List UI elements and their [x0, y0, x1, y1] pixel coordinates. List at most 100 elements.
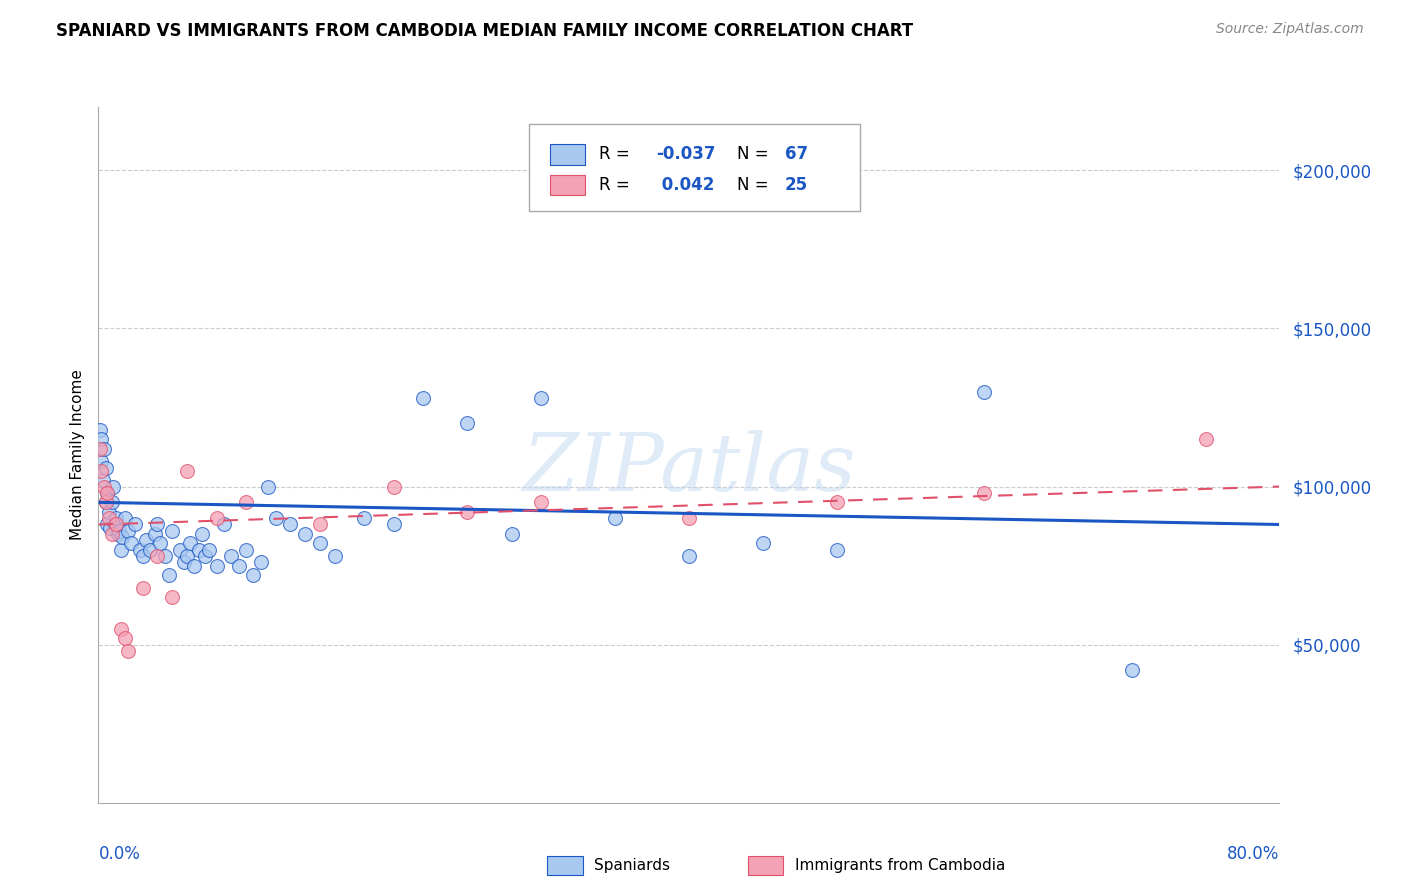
Point [825, 495, 848, 509]
Point [103, 479, 125, 493]
Point [153, 549, 176, 563]
Point [242, 568, 264, 582]
Bar [547, 855, 582, 875]
Point [353, 511, 375, 525]
Point [100, 527, 122, 541]
Text: 0.0%: 0.0% [98, 845, 141, 863]
Point [97, 511, 120, 525]
Text: ZIPatlas: ZIPatlas [522, 430, 856, 508]
Point [104, 517, 127, 532]
Point [605, 511, 627, 525]
Point [678, 549, 700, 563]
Point [257, 479, 280, 493]
Point [98, 521, 121, 535]
Point [456, 505, 478, 519]
Point [309, 536, 332, 550]
Point [107, 527, 129, 541]
Point [194, 549, 217, 563]
Point [94, 495, 117, 509]
Point [146, 549, 169, 563]
Point [149, 536, 172, 550]
Point [100, 495, 122, 509]
Text: 67: 67 [785, 145, 807, 163]
Point [191, 527, 214, 541]
Point [94, 495, 117, 509]
Point [264, 511, 287, 525]
Point [110, 622, 132, 636]
Point [120, 536, 142, 550]
Point [235, 495, 257, 509]
Point [93, 479, 115, 493]
Point [169, 542, 191, 557]
Point [382, 479, 405, 493]
Point [114, 511, 136, 525]
Point [187, 542, 209, 557]
Point [105, 517, 128, 532]
Point [132, 549, 155, 563]
Point [678, 511, 700, 525]
Point [294, 527, 316, 541]
Point [97, 505, 120, 519]
Point [205, 511, 228, 525]
Point [124, 517, 146, 532]
Point [219, 549, 242, 563]
Point [235, 542, 257, 557]
Point [501, 527, 523, 541]
Point [212, 517, 235, 532]
Point [162, 591, 183, 605]
Point [117, 524, 139, 538]
Text: SPANIARD VS IMMIGRANTS FROM CAMBODIA MEDIAN FAMILY INCOME CORRELATION CHART: SPANIARD VS IMMIGRANTS FROM CAMBODIA MED… [56, 22, 914, 40]
Point [157, 568, 180, 582]
Text: N =: N = [737, 145, 775, 163]
Text: R =: R = [599, 176, 636, 194]
Point [530, 391, 553, 405]
Text: 25: 25 [785, 176, 807, 194]
Point [90, 432, 112, 446]
Text: Spaniards: Spaniards [595, 858, 671, 873]
Text: 0.042: 0.042 [655, 176, 714, 194]
Point [139, 542, 162, 557]
Point [105, 511, 128, 525]
Point [179, 536, 201, 550]
Point [1195, 432, 1218, 446]
Point [250, 556, 273, 570]
Bar [748, 855, 783, 875]
Point [94, 460, 117, 475]
Point [111, 530, 134, 544]
Point [456, 417, 478, 431]
Point [135, 533, 157, 548]
Point [146, 517, 169, 532]
Point [412, 391, 434, 405]
Point [751, 536, 773, 550]
Point [108, 524, 131, 538]
Point [143, 527, 166, 541]
Point [228, 558, 250, 573]
Point [93, 442, 115, 456]
Text: 80.0%: 80.0% [1227, 845, 1279, 863]
Point [117, 644, 139, 658]
Point [309, 517, 332, 532]
Point [162, 524, 183, 538]
Text: Source: ZipAtlas.com: Source: ZipAtlas.com [1216, 22, 1364, 37]
Point [173, 556, 195, 570]
Text: Immigrants from Cambodia: Immigrants from Cambodia [796, 858, 1005, 873]
Text: R =: R = [599, 145, 636, 163]
Text: N =: N = [737, 176, 775, 194]
Text: -0.037: -0.037 [655, 145, 716, 163]
Bar [550, 144, 585, 165]
Point [96, 486, 118, 500]
Bar [550, 175, 585, 195]
Point [176, 549, 198, 563]
Point [90, 454, 112, 468]
Point [183, 558, 205, 573]
Point [90, 464, 112, 478]
Point [132, 581, 155, 595]
Point [278, 517, 302, 532]
Point [323, 549, 346, 563]
Point [91, 473, 114, 487]
FancyBboxPatch shape [530, 124, 860, 211]
Y-axis label: Median Family Income: Median Family Income [69, 369, 84, 541]
Point [110, 542, 132, 557]
Point [382, 517, 405, 532]
Point [96, 486, 118, 500]
